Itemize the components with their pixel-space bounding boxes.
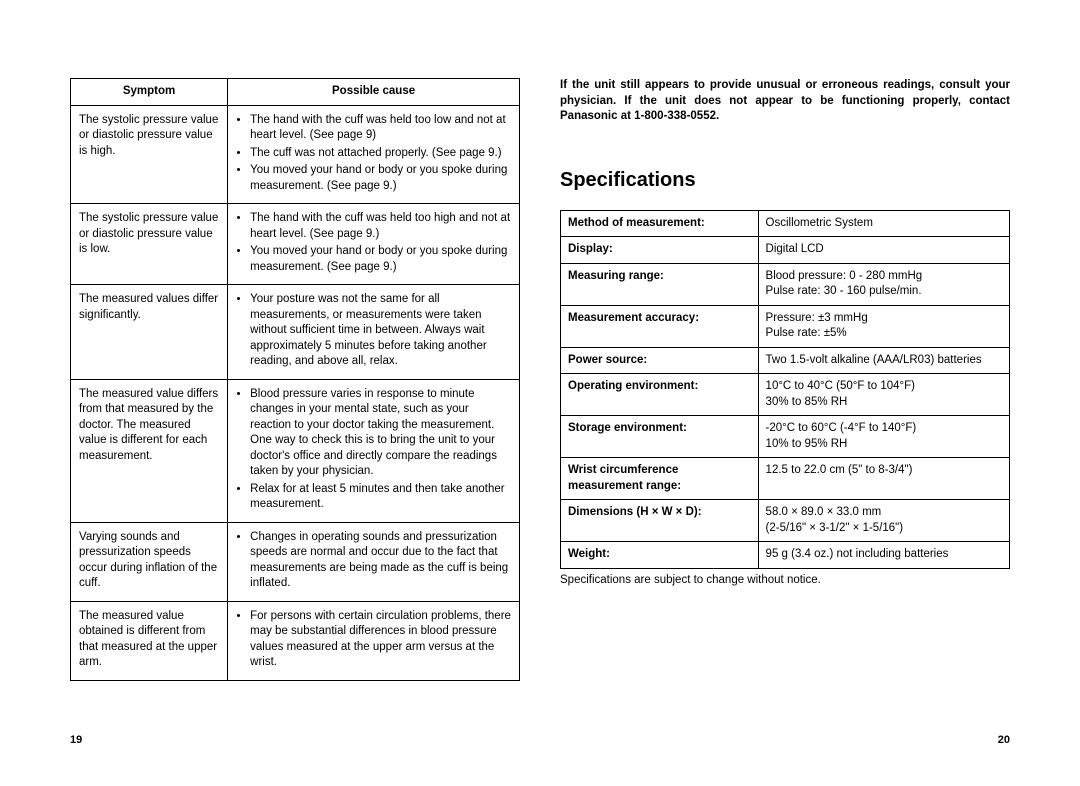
table-row: Measurement accuracy:Pressure: ±3 mmHgPu… — [561, 305, 1010, 347]
spec-value: 12.5 to 22.0 cm (5" to 8-3/4") — [758, 458, 1009, 500]
left-page: Symptom Possible cause The systolic pres… — [70, 78, 520, 746]
cause-cell: Changes in operating sounds and pressuri… — [228, 522, 520, 601]
cause-item: Blood pressure varies in response to min… — [250, 387, 511, 480]
table-row: The measured value differs from that mea… — [71, 379, 520, 522]
spec-label: Wrist circumference measurement range: — [561, 458, 759, 500]
cause-cell: Your posture was not the same for all me… — [228, 285, 520, 380]
cause-cell: Blood pressure varies in response to min… — [228, 379, 520, 522]
page-number-left: 19 — [70, 716, 520, 746]
symptom-cell: The systolic pressure value or diastolic… — [71, 105, 228, 204]
table-row: Dimensions (H × W × D):58.0 × 89.0 × 33.… — [561, 500, 1010, 542]
cause-cell: The hand with the cuff was held too low … — [228, 105, 520, 204]
spec-label: Power source: — [561, 347, 759, 374]
spec-label: Weight: — [561, 542, 759, 569]
specifications-table: Method of measurement:Oscillometric Syst… — [560, 210, 1010, 569]
spec-label: Dimensions (H × W × D): — [561, 500, 759, 542]
symptom-cell: Varying sounds and pressurization speeds… — [71, 522, 228, 601]
spec-value: Digital LCD — [758, 237, 1009, 264]
spec-label: Display: — [561, 237, 759, 264]
spec-value: Two 1.5-volt alkaline (AAA/LR03) batteri… — [758, 347, 1009, 374]
cause-item: The cuff was not attached properly. (See… — [250, 146, 511, 162]
table-row: The systolic pressure value or diastolic… — [71, 204, 520, 285]
spec-label: Measurement accuracy: — [561, 305, 759, 347]
spec-label: Measuring range: — [561, 263, 759, 305]
spec-value: Blood pressure: 0 - 280 mmHgPulse rate: … — [758, 263, 1009, 305]
notice-text: If the unit still appears to provide unu… — [560, 78, 1010, 125]
cause-cell: For persons with certain circulation pro… — [228, 601, 520, 680]
th-cause: Possible cause — [228, 79, 520, 106]
symptom-cell: The systolic pressure value or diastolic… — [71, 204, 228, 285]
cause-item: For persons with certain circulation pro… — [250, 609, 511, 671]
symptom-cell: The measured value obtained is different… — [71, 601, 228, 680]
symptom-cell: The measured values differ significantly… — [71, 285, 228, 380]
spec-label: Operating environment: — [561, 374, 759, 416]
table-row: Operating environment:10°C to 40°C (50°F… — [561, 374, 1010, 416]
th-symptom: Symptom — [71, 79, 228, 106]
cause-item: The hand with the cuff was held too low … — [250, 113, 511, 144]
table-row: Method of measurement:Oscillometric Syst… — [561, 210, 1010, 237]
right-page: If the unit still appears to provide unu… — [560, 78, 1010, 746]
cause-item: You moved your hand or body or you spoke… — [250, 163, 511, 194]
spec-value: 58.0 × 89.0 × 33.0 mm(2-5/16" × 3-1/2" ×… — [758, 500, 1009, 542]
table-row: Display:Digital LCD — [561, 237, 1010, 264]
cause-item: The hand with the cuff was held too high… — [250, 211, 511, 242]
spec-label: Method of measurement: — [561, 210, 759, 237]
spec-value: 10°C to 40°C (50°F to 104°F)30% to 85% R… — [758, 374, 1009, 416]
table-row: Wrist circumference measurement range:12… — [561, 458, 1010, 500]
spec-value: Pressure: ±3 mmHgPulse rate: ±5% — [758, 305, 1009, 347]
troubleshooting-table: Symptom Possible cause The systolic pres… — [70, 78, 520, 681]
table-row: The measured values differ significantly… — [71, 285, 520, 380]
page-number-right: 20 — [560, 716, 1010, 746]
specifications-heading: Specifications — [560, 169, 1010, 192]
table-row: Weight:95 g (3.4 oz.) not including batt… — [561, 542, 1010, 569]
table-row: Measuring range:Blood pressure: 0 - 280 … — [561, 263, 1010, 305]
table-row: The measured value obtained is different… — [71, 601, 520, 680]
table-row: The systolic pressure value or diastolic… — [71, 105, 520, 204]
table-row: Power source:Two 1.5-volt alkaline (AAA/… — [561, 347, 1010, 374]
symptom-cell: The measured value differs from that mea… — [71, 379, 228, 522]
spec-label: Storage environment: — [561, 416, 759, 458]
cause-item: Changes in operating sounds and pressuri… — [250, 530, 511, 592]
spec-note: Specifications are subject to change wit… — [560, 574, 1010, 586]
cause-item: Relax for at least 5 minutes and then ta… — [250, 482, 511, 513]
spec-value: 95 g (3.4 oz.) not including batteries — [758, 542, 1009, 569]
cause-item: Your posture was not the same for all me… — [250, 292, 511, 370]
spec-value: -20°C to 60°C (-4°F to 140°F)10% to 95% … — [758, 416, 1009, 458]
cause-item: You moved your hand or body or you spoke… — [250, 244, 511, 275]
table-row: Storage environment:-20°C to 60°C (-4°F … — [561, 416, 1010, 458]
table-row: Varying sounds and pressurization speeds… — [71, 522, 520, 601]
spec-value: Oscillometric System — [758, 210, 1009, 237]
cause-cell: The hand with the cuff was held too high… — [228, 204, 520, 285]
